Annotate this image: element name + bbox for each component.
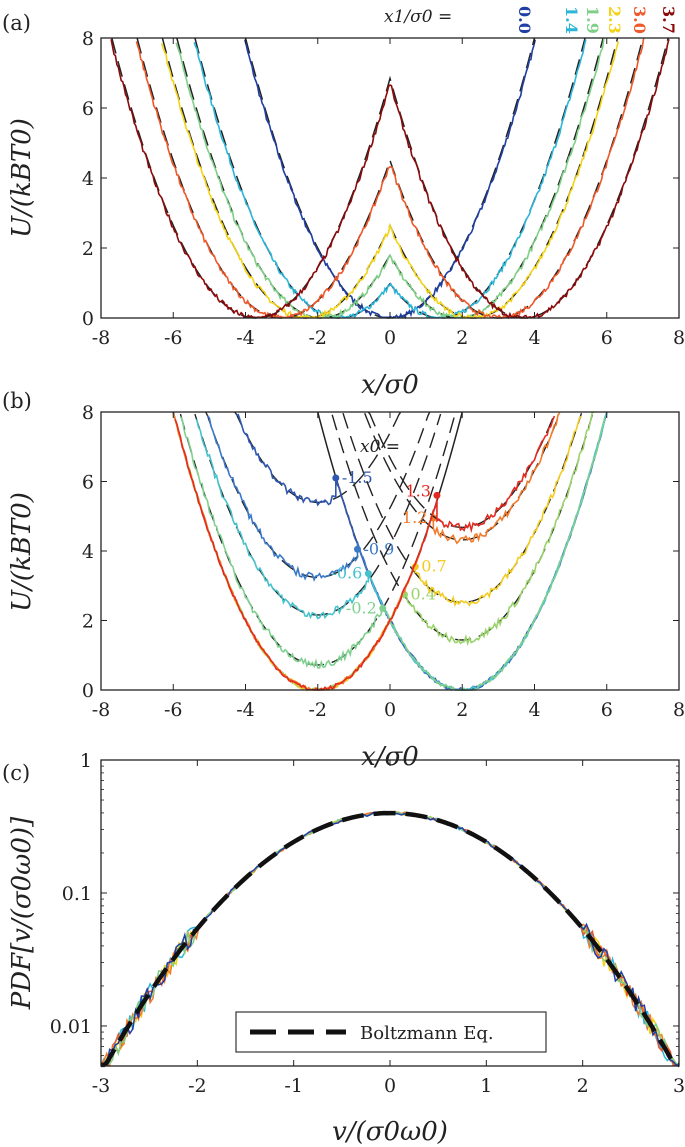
plot-area-b: -1.5-0.9-0.6-0.20.40.71.21.3: [172, 411, 608, 692]
legend-a-entry-1.9: 1.9: [583, 6, 602, 34]
a-ytick-label-0: 0: [82, 308, 94, 330]
panel-b-label: (b): [2, 389, 32, 413]
plot-area-c: [100, 810, 680, 1068]
b-xtick-label--4: -4: [236, 699, 255, 721]
c-xtick-label-1: 1: [480, 1075, 492, 1097]
legend-c-label: Boltzmann Eq.: [360, 1023, 494, 1044]
legend-a-entry-2.3: 2.3: [605, 6, 624, 34]
b-ytick-label-8: 8: [82, 402, 94, 424]
panel-a-label: (a): [2, 11, 31, 35]
theory-curve-b--0.9: [205, 411, 431, 579]
legend-b-title: x0 =: [360, 437, 400, 457]
data-curve-a-2.3-0: [160, 41, 620, 320]
x-axis-label-a: x/σ0: [361, 370, 419, 400]
c-ytick-label-0.01: 0.01: [50, 1016, 92, 1038]
start-marker-b-1.3: [433, 491, 441, 499]
b-xtick-label-6: 6: [601, 699, 613, 721]
label-b-1.3: 1.3: [406, 481, 431, 500]
data-curve-a-1.9-0: [175, 38, 605, 320]
legend-a-entry-3.0: 3.0: [630, 6, 649, 34]
ticks-b: -8 -6 -4 -2 0 2 4 6 8 0 2 4 6 8: [82, 402, 685, 721]
a-xtick-label-0: 0: [384, 327, 396, 349]
start-marker-b--0.6: [364, 570, 372, 578]
panel-a: (a) x1/σ0 = 0.0 1.4 1.9 2.3 3.0 3.7 -8 -6 -4 -2 0…: [2, 6, 685, 400]
a-xtick-label-4: 4: [528, 327, 540, 349]
c-xtick-label-0: 0: [384, 1075, 396, 1097]
y-axis-label-c: PDF[v/(σ0ω0)]: [7, 816, 37, 1010]
c-xtick-label--1: -1: [284, 1075, 303, 1097]
legend-c-box: [235, 1011, 547, 1053]
a-ytick-label-8: 8: [82, 28, 94, 50]
legend-a-entry-3.7: 3.7: [659, 6, 678, 34]
y-axis-label-b: U/(kBT0): [7, 492, 37, 612]
a-xtick-label-6: 6: [601, 327, 613, 349]
panel-c: (c) -3 -2 -1 0 1 2 3 0.01 0.1 1 Boltzmann Eq. v/(…: [2, 750, 685, 1147]
b-ytick-label-4: 4: [82, 541, 94, 563]
legend-a-title: x1/σ0 =: [384, 7, 452, 27]
theory-curve-a-3.7-0: [111, 37, 669, 319]
data-curve-a-3.0-0: [135, 38, 645, 319]
a-xtick-label--4: -4: [236, 327, 255, 349]
ticks-a: -8 -6 -4 -2 0 2 4 6 8 0 2 4 6 8: [82, 28, 685, 349]
b-ytick-label-6: 6: [82, 472, 94, 494]
legend-a-entry-0.0: 0.0: [515, 6, 534, 34]
label-b-0.7: 0.7: [421, 557, 446, 576]
data-curve-b--0.2: [179, 416, 606, 691]
b-xtick-label--8: -8: [92, 699, 111, 721]
a-xtick-label--2: -2: [308, 327, 327, 349]
theory-curve-b--0.6: [194, 413, 442, 616]
data-curve-b-1.3: [174, 415, 556, 692]
data-curve-b--1.5: [236, 413, 608, 692]
x-axis-label-b: x/σ0: [361, 742, 419, 772]
plot-area-a: [110, 37, 670, 320]
theory-curve-b--1.5: [234, 411, 402, 504]
boltzmann-curve: [101, 810, 679, 1068]
a-xtick-label-2: 2: [456, 327, 468, 349]
a-xtick-label-8: 8: [673, 327, 685, 349]
a-ytick-label-2: 2: [82, 238, 94, 260]
legend-a: 0.0 1.4 1.9 2.3 3.0 3.7: [515, 6, 678, 34]
c-ytick-label-0.1: 0.1: [62, 883, 92, 905]
c-xtick-label-2: 2: [577, 1075, 589, 1097]
data-curve-a-1.4-0: [193, 39, 587, 319]
c-xtick-label--3: -3: [92, 1075, 111, 1097]
b-xtick-label-0: 0: [384, 699, 396, 721]
c-ytick-label-1: 1: [80, 750, 92, 772]
a-ytick-label-4: 4: [82, 168, 94, 190]
b-xtick-label-2: 2: [456, 699, 468, 721]
b-xtick-label-4: 4: [528, 699, 540, 721]
b-xtick-label--6: -6: [164, 699, 183, 721]
label-b-1.2: 1.2: [402, 508, 427, 527]
label-b--0.2: -0.2: [346, 598, 377, 617]
theory-curve-a-3.0-0: [136, 37, 644, 319]
y-axis-label-a: U/(kBT0): [7, 118, 37, 238]
data-curve-a-3.7-0: [110, 39, 670, 320]
ticks-c: -3 -2 -1 0 1 2 3 0.01 0.1 1: [50, 750, 685, 1097]
theory-curve-b-1.3: [367, 411, 557, 529]
label-b--0.9: -0.9: [363, 539, 394, 558]
start-marker-b--0.9: [353, 545, 361, 553]
panel-c-label: (c): [2, 761, 30, 785]
start-marker-b--0.2: [379, 604, 387, 612]
label-b-0.4: 0.4: [410, 584, 435, 603]
b-xtick-label--2: -2: [308, 699, 327, 721]
label-b--0.6: -0.6: [331, 564, 362, 583]
b-xtick-label-8: 8: [673, 699, 685, 721]
a-xtick-label--6: -6: [164, 327, 183, 349]
c-xtick-label-3: 3: [673, 1075, 685, 1097]
a-ytick-label-6: 6: [82, 98, 94, 120]
panel-b: (b) x0 = -1.5-0.9-0.6-0.20.40.71.21.3 -8…: [2, 389, 685, 772]
x-axis-label-c: v/(σ0ω0): [332, 1117, 448, 1147]
legend-a-entry-1.4: 1.4: [562, 6, 581, 34]
c-xtick-label--2: -2: [188, 1075, 207, 1097]
theory-curve-b-1.2: [364, 412, 561, 541]
start-marker-b--1.5: [332, 474, 340, 482]
a-xtick-label--8: -8: [92, 327, 111, 349]
b-ytick-label-2: 2: [82, 611, 94, 633]
b-ytick-label-0: 0: [82, 680, 94, 702]
